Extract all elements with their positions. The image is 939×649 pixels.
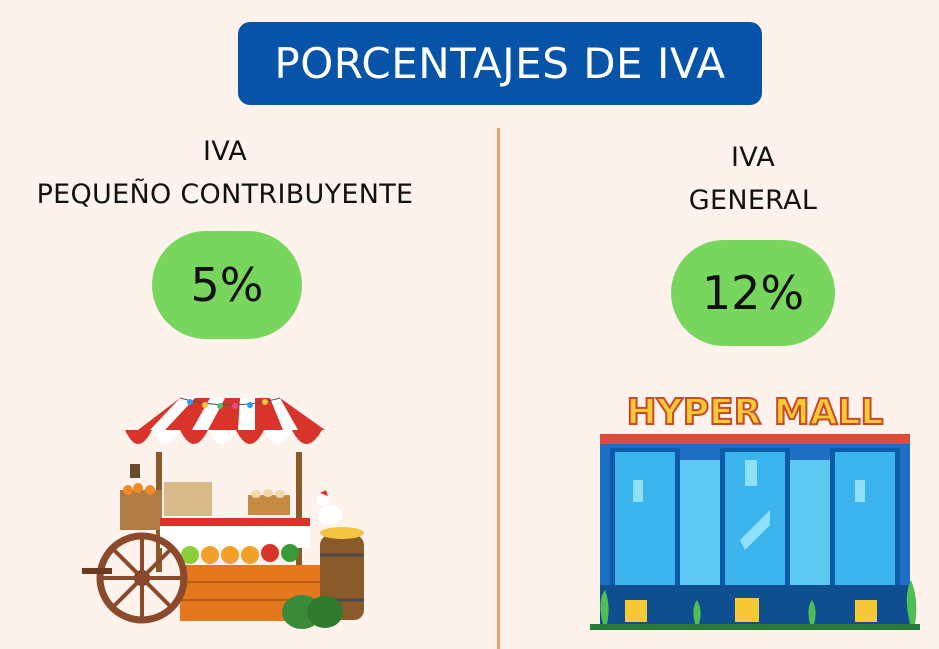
left-percentage-badge: 5% xyxy=(152,231,302,339)
right-label-line2: GENERAL xyxy=(688,185,818,216)
left-label-line2: PEQUEÑO CONTRIBUYENTE xyxy=(36,179,414,210)
left-column-label: IVA PEQUEÑO CONTRIBUYENTE xyxy=(0,130,450,216)
mall-sign-text: HYPER MALL xyxy=(627,392,884,433)
mall-building-icon: HYPER MALL xyxy=(590,391,920,630)
page-title: PORCENTAJES DE IVA xyxy=(274,39,726,88)
right-percentage-value: 12% xyxy=(701,266,805,320)
right-column-label: IVA GENERAL xyxy=(620,136,886,222)
left-percentage-value: 5% xyxy=(190,258,264,312)
title-banner: PORCENTAJES DE IVA xyxy=(238,22,762,105)
right-label-line1: IVA xyxy=(730,142,776,173)
column-divider xyxy=(497,128,500,649)
left-label-line1: IVA xyxy=(202,136,248,167)
right-percentage-badge: 12% xyxy=(671,240,835,346)
market-stall-icon xyxy=(82,397,364,629)
